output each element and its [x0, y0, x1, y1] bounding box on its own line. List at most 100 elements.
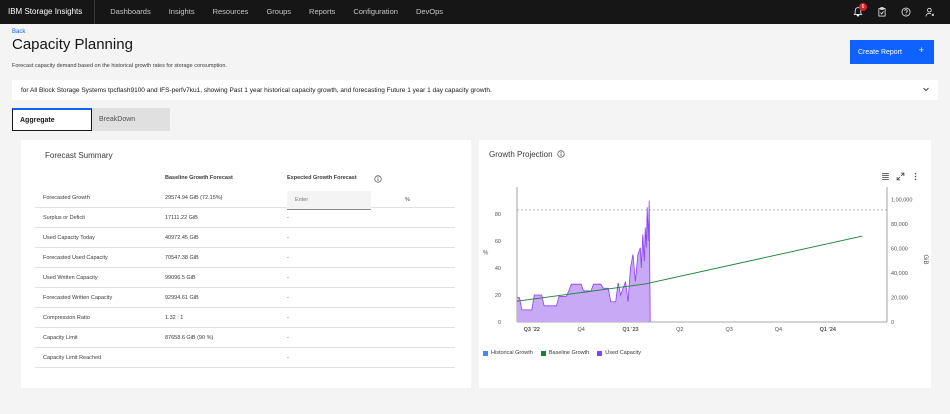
row-baseline-value: 87658.6 GiB (90 %) [165, 335, 214, 341]
x-tick: Q2 [676, 327, 683, 333]
x-tick: Q4 [775, 327, 782, 333]
filter-summary-text: for All Block Storage Systems tpcflash91… [21, 86, 492, 94]
chart-title: Growth Projection [489, 150, 553, 159]
add-icon: + [918, 45, 924, 55]
y-tick-right: 1,00,000 [891, 197, 912, 203]
table-row: Capacity Limit Reached - [35, 348, 455, 368]
tab-breakdown[interactable]: BreakDown [92, 108, 170, 131]
user-icon[interactable] [918, 0, 942, 24]
legend-label: Baseline Growth [548, 350, 590, 356]
y-axis-label-left: % [483, 251, 489, 257]
baseline-growth-line [516, 235, 863, 302]
x-tick: Q3 '22 [524, 327, 540, 333]
row-label: Capacity Limit Reached [43, 355, 102, 361]
row-label: Forecasted Growth [43, 195, 90, 201]
percent-unit: % [405, 197, 410, 203]
legend-label: Used Capacity [605, 350, 642, 356]
row-expected-value: - [287, 295, 289, 301]
x-tick: Q4 [577, 327, 584, 333]
row-baseline-value: 70547.38 GiB [165, 255, 199, 261]
y-tick-left: 80 [495, 212, 501, 218]
expected-growth-input[interactable] [287, 191, 371, 210]
column-header-baseline: Baseline Growth Forecast [165, 175, 233, 181]
forecast-summary-card: Forecast Summary Baseline Growth Forecas… [21, 140, 471, 388]
chart-legend: Historical Growth Baseline Growth Used Cap… [483, 350, 641, 356]
used-capacity-line [517, 200, 651, 323]
row-label: Forecasted Written Capacity [43, 295, 113, 301]
nav-item-devops[interactable]: DevOps [415, 7, 444, 16]
overflow-menu-icon[interactable] [911, 172, 920, 181]
nav-item-groups[interactable]: Groups [266, 7, 292, 16]
row-expected-value: - [287, 315, 289, 321]
row-baseline-value: 29574.94 GiB (72.15%) [165, 195, 223, 201]
brand-name[interactable]: IBM Storage Insights [0, 0, 96, 24]
table-icon[interactable] [881, 172, 890, 181]
y-tick-left: 40 [495, 266, 501, 272]
row-baseline-value: 92994.61 GiB [165, 295, 199, 301]
nav-item-resources[interactable]: Resources [212, 7, 249, 16]
x-tick: Q1 '23 [622, 327, 638, 333]
y-tick-left: 60 [495, 239, 501, 245]
create-report-label: Create Report [858, 48, 902, 56]
row-baseline-value: 1.32 : 1 [165, 315, 184, 321]
row-expected-value: - [287, 255, 289, 261]
clipboard-icon[interactable] [870, 0, 894, 24]
row-baseline-value: 40972.45 GiB [165, 235, 199, 241]
row-expected-value: - [287, 275, 289, 281]
row-expected-value: - [287, 355, 289, 361]
row-expected-value: - [287, 215, 289, 221]
row-label: Forecasted Used Capacity [43, 255, 108, 261]
forecast-summary-title: Forecast Summary [45, 151, 113, 160]
x-tick: Q3 [725, 327, 732, 333]
info-icon[interactable] [557, 150, 565, 158]
top-navigation: IBM Storage Insights Dashboards Insights… [0, 0, 950, 24]
page-subtitle: Forecast capacity demand based on the hi… [12, 63, 227, 69]
y-tick-left: 0 [498, 320, 501, 326]
table-row: Capacity Limit 87658.6 GiB (90 %) - [35, 328, 455, 348]
legend-label: Historical Growth [491, 350, 533, 356]
table-row: Used Written Capacity 99096.5 GiB - [35, 268, 455, 288]
legend-swatch [540, 350, 546, 356]
nav-item-insights[interactable]: Insights [168, 7, 195, 16]
help-icon[interactable] [894, 0, 918, 24]
page-title: Capacity Planning [12, 36, 133, 53]
expand-icon[interactable] [896, 172, 905, 181]
row-expected-value: - [287, 235, 289, 241]
row-baseline-value: 99096.5 GiB [165, 275, 196, 281]
table-row: Forecasted Written Capacity 92994.61 GiB - [35, 288, 455, 308]
notification-bell-icon[interactable]: 6 [846, 0, 870, 24]
legend-swatch [483, 350, 488, 356]
row-label: Used Capacity Today [43, 235, 95, 241]
y-tick-left: 20 [495, 293, 501, 299]
growth-projection-card: Growth Projection 0 20 40 60 80 0 20,000 40,000… [479, 140, 931, 388]
row-label: Compression Ratio [43, 315, 90, 321]
chevron-down-icon [922, 85, 930, 95]
legend-item[interactable]: Historical Growth [483, 350, 533, 356]
table-row: Compression Ratio 1.32 : 1 - [35, 308, 455, 328]
legend-item[interactable]: Used Capacity [597, 350, 641, 356]
header-actions: 6 [846, 0, 942, 24]
y-axis-label-right: GiB [922, 255, 928, 265]
y-tick-right: 20,000 [891, 295, 908, 301]
back-link[interactable]: Back [12, 29, 26, 35]
x-tick: Q1 '24 [820, 327, 837, 333]
tab-aggregate[interactable]: Aggregate [12, 108, 92, 131]
create-report-button[interactable]: Create Report + [850, 40, 934, 64]
info-icon[interactable] [374, 175, 382, 183]
y-tick-right: 60,000 [891, 246, 908, 252]
row-expected-value: - [287, 335, 289, 341]
nav-item-configuration[interactable]: Configuration [353, 7, 398, 16]
table-row: Forecasted Growth 29574.94 GiB (72.15%) [35, 188, 455, 208]
notification-badge: 6 [859, 3, 867, 11]
filter-summary-accordion[interactable]: for All Block Storage Systems tpcflash91… [12, 80, 938, 100]
table-row: Forecasted Used Capacity 70547.38 GiB - [35, 248, 455, 268]
growth-projection-chart: 0 20 40 60 80 0 20,000 40,000 60,000 80,000 1,00,0… [483, 187, 928, 333]
legend-swatch [597, 350, 603, 356]
row-label: Surplus or Deficit [43, 215, 85, 221]
nav-item-dashboards[interactable]: Dashboards [110, 7, 151, 16]
column-header-expected: Expected Growth Forecast [287, 175, 357, 181]
nav-item-reports[interactable]: Reports [309, 7, 336, 16]
chart-toolbar [881, 172, 920, 181]
y-tick-right: 80,000 [891, 222, 908, 228]
legend-item[interactable]: Baseline Growth [540, 350, 590, 356]
